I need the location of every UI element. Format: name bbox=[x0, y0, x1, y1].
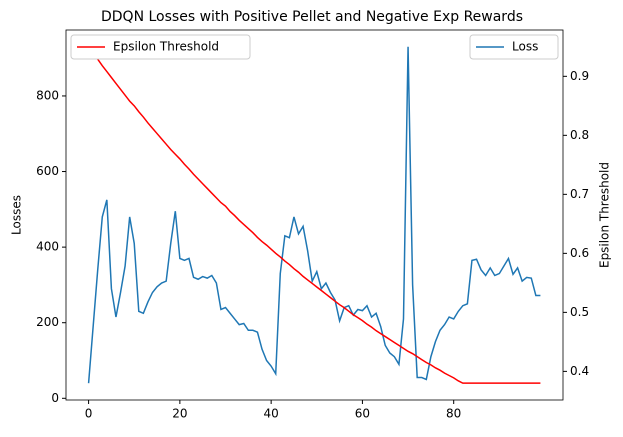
legend-box bbox=[469, 34, 559, 60]
line-series bbox=[87, 46, 541, 384]
chart-title: DDQN Losses with Positive Pellet and Neg… bbox=[101, 9, 523, 25]
y2-tick-label: 0.6 bbox=[570, 246, 589, 260]
y2-tick-label: 0.7 bbox=[570, 187, 589, 201]
plot-frame bbox=[65, 29, 564, 401]
legend-label: Loss bbox=[512, 40, 538, 54]
x-tick-label: 0 bbox=[85, 407, 93, 421]
y-tick-label: 400 bbox=[36, 240, 59, 254]
y-tick-label: 600 bbox=[36, 164, 59, 178]
legend-box bbox=[70, 34, 251, 60]
y2-tick-label: 0.8 bbox=[570, 128, 589, 142]
y2-tick-label: 0.4 bbox=[570, 364, 589, 378]
x-tick-label: 40 bbox=[264, 407, 279, 421]
legend-label: Epsilon Threshold bbox=[113, 40, 219, 54]
y2-axis-label: Epsilon Threshold bbox=[598, 162, 612, 268]
x-tick-label: 60 bbox=[355, 407, 370, 421]
y-tick-label: 0 bbox=[51, 391, 59, 405]
y-tick-label: 200 bbox=[36, 315, 59, 329]
line-series bbox=[87, 46, 541, 384]
y-tick-label: 800 bbox=[36, 88, 59, 102]
x-tick-label: 20 bbox=[172, 407, 187, 421]
y2-tick-label: 0.9 bbox=[570, 69, 589, 83]
y2-tick-label: 0.5 bbox=[570, 305, 589, 319]
x-tick-label: 80 bbox=[446, 407, 461, 421]
y-axis-label: Losses bbox=[10, 195, 24, 235]
